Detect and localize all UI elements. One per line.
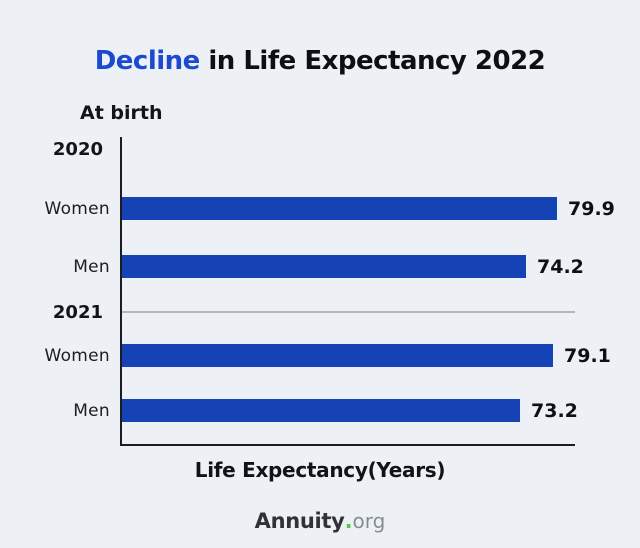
category-label-women-2020: Women <box>44 198 110 219</box>
brand-name: Annuity <box>254 509 345 533</box>
bar-men-2021 <box>122 399 520 422</box>
chart-title: Decline in Life Expectancy 2022 <box>0 46 640 76</box>
year-separator-line <box>122 311 575 313</box>
category-label-men-2020: Men <box>73 256 110 277</box>
value-label-women-2020: 79.9 <box>568 197 615 220</box>
category-label-men-2021: Men <box>73 400 110 421</box>
y-axis-line <box>120 137 122 446</box>
chart-title-rest: in Life Expectancy 2022 <box>199 46 546 76</box>
bar-women-2021 <box>122 344 553 367</box>
brand-logo: Annuity.org <box>0 509 640 533</box>
bar-row-men-2021: Men 73.2 <box>0 399 578 422</box>
year-label-2021: 2021 <box>52 302 103 323</box>
brand-suffix: org <box>352 509 386 533</box>
bar-row-men-2020: Men 74.2 <box>0 255 584 278</box>
bar-row-women-2020: Women 79.9 <box>0 197 615 220</box>
value-label-women-2021: 79.1 <box>564 344 611 367</box>
bar-row-women-2021: Women 79.1 <box>0 344 611 367</box>
value-label-men-2020: 74.2 <box>537 255 584 278</box>
value-label-men-2021: 73.2 <box>531 399 578 422</box>
brand-dot: . <box>344 509 353 533</box>
bar-men-2020 <box>122 255 526 278</box>
year-label-2020: 2020 <box>52 139 103 160</box>
chart-subtitle: At birth <box>80 102 163 124</box>
chart-title-highlight: Decline <box>94 46 201 76</box>
x-axis-title: Life Expectancy(Years) <box>194 458 446 482</box>
x-axis-line <box>120 444 575 446</box>
category-label-women-2021: Women <box>44 345 110 366</box>
bar-women-2020 <box>122 197 557 220</box>
